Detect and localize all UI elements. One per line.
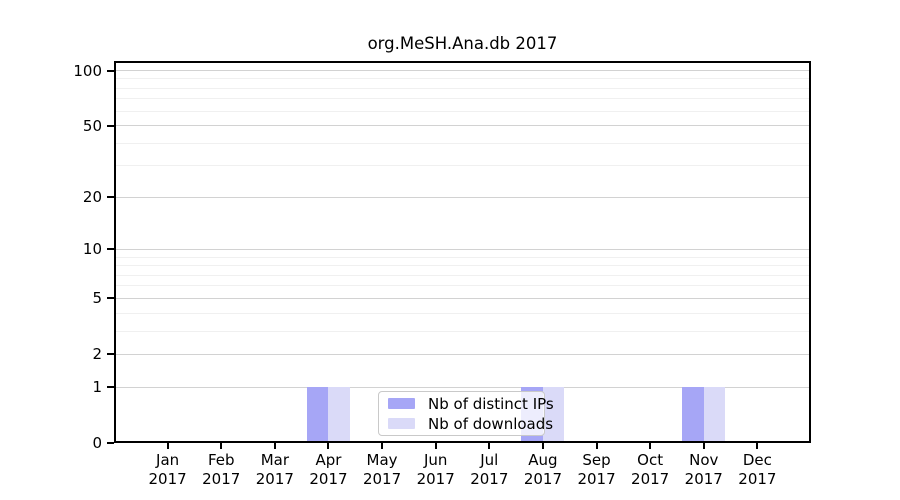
y-tick-label: 1 — [92, 378, 102, 397]
bar-distinct-ips — [306, 387, 329, 443]
major-gridline — [114, 297, 811, 299]
x-tick-mark — [756, 443, 759, 449]
y-tick-mark — [107, 248, 114, 251]
x-tick-label: Feb 2017 — [202, 451, 241, 488]
major-gridline — [114, 125, 811, 127]
legend: Nb of distinct IPs Nb of downloads — [378, 391, 554, 436]
x-tick-mark — [166, 443, 169, 449]
x-tick-label: Nov 2017 — [684, 451, 723, 488]
x-tick-mark — [541, 443, 544, 449]
legend-item-downloads: Nb of downloads — [388, 416, 553, 432]
x-tick-label: Sep 2017 — [577, 451, 616, 488]
minor-gridline — [114, 78, 811, 80]
x-tick-mark — [649, 443, 652, 449]
y-tick-label: 2 — [92, 345, 102, 364]
minor-gridline — [114, 256, 811, 258]
x-tick-mark — [434, 443, 437, 449]
x-tick-label: Mar 2017 — [255, 451, 294, 488]
minor-gridline — [114, 330, 811, 332]
y-tick-mark — [107, 386, 114, 389]
x-tick-label: Oct 2017 — [631, 451, 670, 488]
x-tick-label: Jul 2017 — [470, 451, 509, 488]
x-tick-mark — [273, 443, 276, 449]
legend-swatch-downloads-icon — [388, 418, 415, 429]
y-tick-label: 20 — [82, 188, 102, 207]
minor-gridline — [114, 165, 811, 167]
x-tick-mark — [488, 443, 491, 449]
minor-gridline — [114, 87, 811, 89]
x-tick-label: Jan 2017 — [148, 451, 187, 488]
x-tick-mark — [595, 443, 598, 449]
legend-label-downloads: Nb of downloads — [428, 414, 554, 433]
y-tick-label: 0 — [92, 434, 102, 452]
y-tick-label: 5 — [92, 289, 102, 308]
y-tick-mark — [107, 442, 114, 444]
minor-gridline — [114, 285, 811, 287]
x-tick-label: Aug 2017 — [523, 451, 563, 488]
x-tick-label: Dec 2017 — [738, 451, 777, 488]
minor-gridline — [114, 98, 811, 100]
x-tick-mark — [220, 443, 223, 449]
y-tick-mark — [107, 69, 114, 72]
x-tick-mark — [327, 443, 330, 449]
bar-downloads — [328, 387, 350, 443]
y-tick-label: 10 — [82, 240, 102, 259]
major-gridline — [114, 196, 811, 198]
major-gridline — [114, 248, 811, 250]
minor-gridline — [114, 110, 811, 112]
bar-downloads — [542, 387, 565, 443]
major-gridline — [114, 70, 811, 71]
legend-item-distinct-ips: Nb of distinct IPs — [388, 396, 554, 412]
x-tick-label: May 2017 — [362, 451, 402, 488]
major-gridline — [114, 386, 811, 388]
chart-title: org.MeSH.Ana.db 2017 — [367, 34, 558, 53]
bar-distinct-ips — [682, 387, 704, 443]
minor-gridline — [114, 265, 811, 267]
legend-swatch-distinct-ips-icon — [388, 398, 415, 409]
y-tick-mark — [107, 297, 114, 300]
y-tick-label: 100 — [73, 61, 102, 80]
y-tick-mark — [107, 196, 114, 199]
legend-label-distinct-ips: Nb of distinct IPs — [428, 394, 554, 413]
x-tick-label: Jun 2017 — [416, 451, 455, 488]
x-tick-mark — [702, 443, 705, 449]
bar-downloads — [703, 387, 726, 443]
y-tick-mark — [107, 353, 114, 356]
x-tick-label: Apr 2017 — [309, 451, 348, 488]
x-tick-mark — [381, 443, 384, 449]
minor-gridline — [114, 274, 811, 276]
major-gridline — [114, 353, 811, 355]
y-tick-label: 50 — [82, 116, 102, 135]
minor-gridline — [114, 312, 811, 314]
minor-gridline — [114, 142, 811, 144]
y-tick-mark — [107, 124, 114, 127]
